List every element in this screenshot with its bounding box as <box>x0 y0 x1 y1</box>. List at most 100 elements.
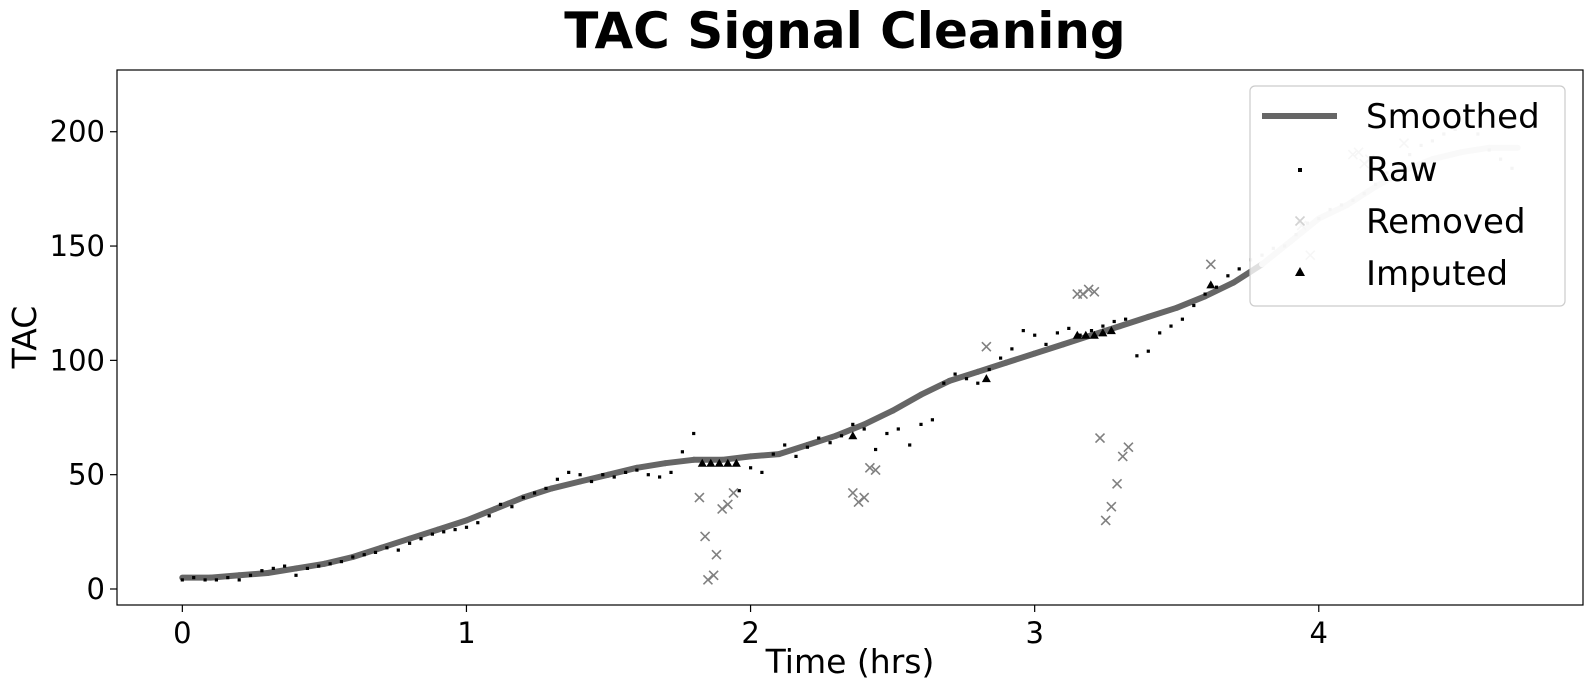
x-tick-label: 3 <box>1025 616 1043 650</box>
removed-marker <box>711 549 722 560</box>
raw-point <box>396 548 400 552</box>
raw-point <box>214 578 218 582</box>
raw-point <box>578 473 582 477</box>
raw-point <box>203 578 207 582</box>
legend-raw-swatch <box>1298 168 1302 172</box>
raw-point <box>589 479 594 484</box>
y-tick-label: 200 <box>50 115 105 149</box>
raw-point <box>1044 342 1048 346</box>
raw-point <box>237 578 241 582</box>
raw-point <box>794 454 798 458</box>
smoothed-line-segment <box>207 572 243 581</box>
raw-point <box>464 525 469 529</box>
smoothed-line-segment <box>1088 323 1123 339</box>
raw-point <box>737 489 741 493</box>
y-tick-label: 100 <box>50 343 105 377</box>
smoothed-line-segment <box>719 453 754 463</box>
x-tick-label: 4 <box>1310 616 1328 650</box>
smoothed-line-segment <box>1202 279 1237 300</box>
raw-point <box>1067 326 1071 330</box>
imputed-marker <box>1081 330 1091 339</box>
raw-point <box>294 573 298 577</box>
raw-point <box>1112 319 1116 324</box>
raw-point <box>567 470 571 474</box>
removed-marker <box>864 462 875 473</box>
imputed-marker <box>1206 280 1216 289</box>
raw-point <box>1135 354 1139 358</box>
raw-point <box>385 546 389 550</box>
raw-point <box>942 381 946 385</box>
removed-marker <box>1094 433 1106 444</box>
smoothed-line-segment <box>435 517 470 533</box>
removed-marker <box>722 499 733 510</box>
raw-point <box>1214 285 1219 289</box>
raw-point <box>919 422 923 426</box>
raw-point <box>896 427 900 431</box>
removed-marker <box>1205 259 1216 270</box>
x-axis-label: Time (hrs) <box>765 642 935 681</box>
imputed-marker <box>1089 330 1099 339</box>
raw-point <box>964 377 969 381</box>
smoothed-line-segment <box>633 460 669 471</box>
raw-point <box>749 466 753 470</box>
raw-point <box>1055 331 1059 335</box>
raw-point <box>305 566 309 570</box>
smoothed-line-segment <box>1173 293 1209 311</box>
removed-marker <box>1123 442 1134 453</box>
raw-point <box>1124 317 1128 321</box>
smoothed-line-segment <box>946 368 981 384</box>
removed-marker <box>981 341 992 352</box>
raw-point <box>521 495 525 500</box>
smoothed-line-segment <box>861 407 896 428</box>
raw-point <box>408 541 412 545</box>
smoothed-line-segment <box>1116 313 1152 330</box>
raw-point <box>544 486 548 490</box>
raw-point <box>1169 324 1173 328</box>
smoothed-line-segment <box>974 359 1010 375</box>
raw-point <box>192 576 196 580</box>
smoothed-line-segment <box>236 570 271 579</box>
raw-point <box>487 514 491 518</box>
raw-point <box>669 470 673 474</box>
raw-point <box>1203 292 1207 296</box>
removed-marker <box>694 492 705 503</box>
raw-point <box>828 441 832 445</box>
raw-point <box>635 468 639 472</box>
raw-point <box>1089 329 1094 333</box>
plot-frame <box>116 69 1584 606</box>
raw-point <box>1033 333 1037 337</box>
imputed-marker <box>697 458 707 467</box>
x-tick-label: 2 <box>741 616 759 650</box>
smoothed-line-segment <box>548 478 584 492</box>
smoothed-line-segment <box>1145 304 1180 320</box>
imputed-marker <box>714 458 724 467</box>
raw-point <box>1180 317 1184 321</box>
legend-removed-swatch <box>1294 215 1306 227</box>
smoothed-line-segment <box>1031 341 1067 357</box>
imputed-marker <box>981 374 991 383</box>
raw-point <box>442 530 446 534</box>
raw-point <box>430 532 434 536</box>
raw-point <box>1146 349 1150 353</box>
raw-point <box>476 521 480 525</box>
raw-point <box>874 447 878 452</box>
raw-point <box>1101 324 1105 328</box>
raw-point <box>1021 329 1025 333</box>
smoothed-line-segment <box>491 494 527 512</box>
raw-point <box>180 578 184 582</box>
raw-point <box>953 372 957 376</box>
raw-point <box>999 356 1003 360</box>
imputed-marker <box>731 458 741 467</box>
raw-point <box>498 502 503 506</box>
y-axis-ticks: 0 50 100 150 200 <box>50 115 117 606</box>
removed-marker <box>1100 515 1111 526</box>
raw-point <box>248 573 253 577</box>
raw-point <box>351 555 355 559</box>
smoothed-line-segment <box>605 464 640 478</box>
smoothed-line-segment <box>889 391 924 414</box>
legend-box <box>1249 85 1566 307</box>
y-tick-label: 50 <box>68 458 105 492</box>
chart-title: TAC Signal Cleaning <box>564 2 1125 60</box>
imputed-marker <box>723 458 733 467</box>
